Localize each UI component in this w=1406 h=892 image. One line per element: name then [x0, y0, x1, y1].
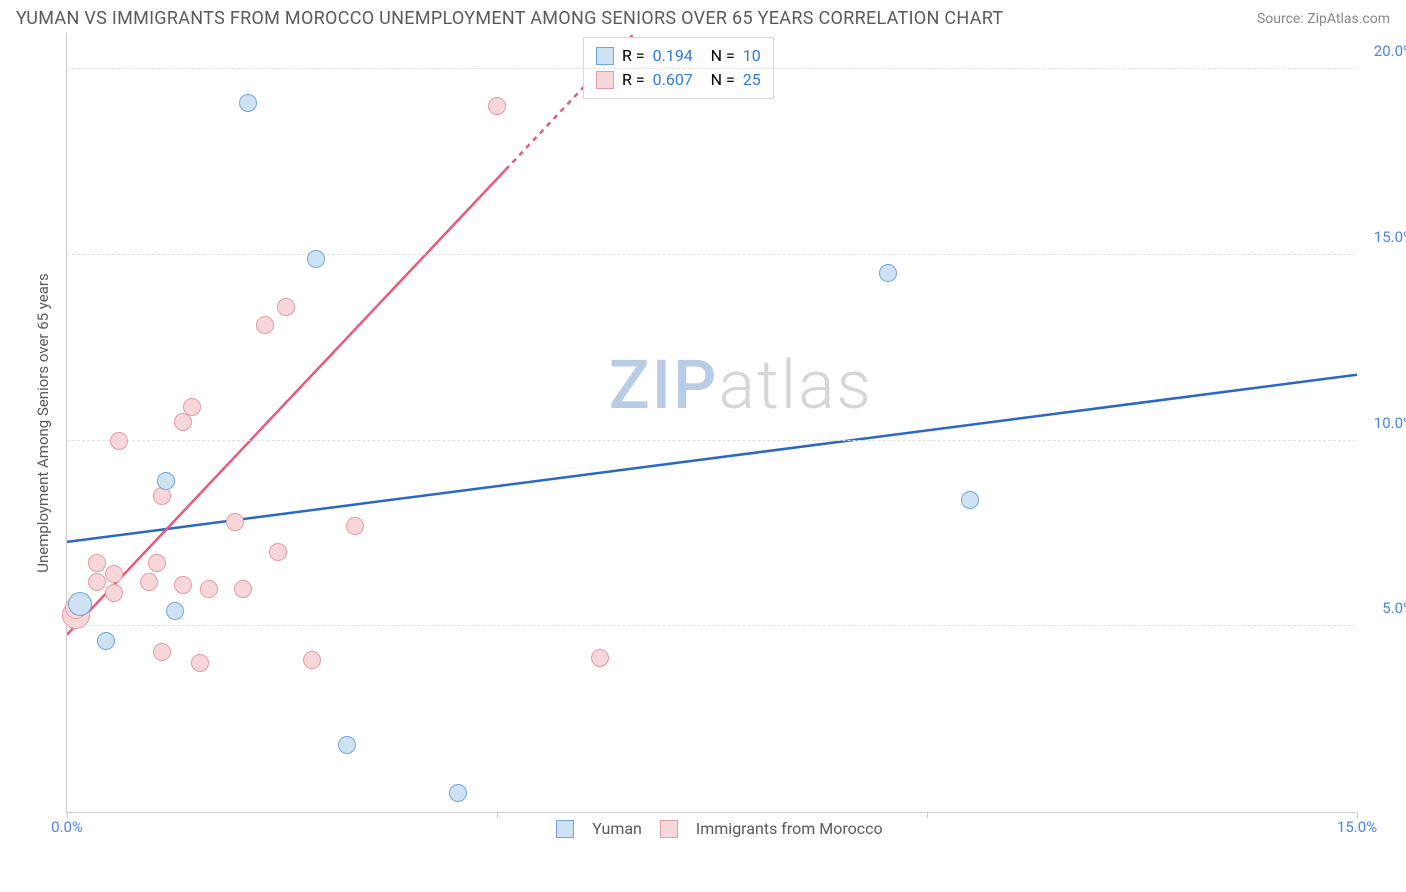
watermark: ZIPatlas	[609, 345, 873, 425]
data-point	[105, 584, 123, 602]
data-point	[488, 97, 506, 115]
data-point	[269, 543, 287, 561]
legend-r-label: R =	[622, 68, 645, 92]
x-tick	[927, 812, 928, 818]
data-point	[346, 517, 364, 535]
watermark-bold: ZIP	[609, 345, 719, 425]
y-tick-label: 20.0%	[1374, 42, 1406, 60]
data-point	[239, 94, 257, 112]
legend-series-label: Immigrants from Morocco	[696, 819, 883, 838]
data-point	[307, 250, 325, 268]
data-point	[303, 651, 321, 669]
data-point	[879, 264, 897, 282]
chart-title: YUMAN VS IMMIGRANTS FROM MOROCCO UNEMPLO…	[16, 8, 1003, 29]
legend-series-label: Yuman	[592, 819, 642, 838]
source-label: Source: ZipAtlas.com	[1257, 11, 1390, 27]
data-point	[157, 472, 175, 490]
legend-n-label: N =	[711, 68, 735, 92]
legend-n-value: 25	[743, 68, 761, 92]
data-point	[449, 784, 467, 802]
x-tick	[497, 812, 498, 818]
data-point	[166, 602, 184, 620]
legend-n-value: 10	[743, 44, 761, 68]
gridline	[67, 440, 1356, 441]
data-point	[68, 592, 92, 616]
data-point	[105, 565, 123, 583]
legend-swatch-icon	[596, 71, 614, 89]
data-point	[183, 398, 201, 416]
data-point	[591, 649, 609, 667]
data-point	[226, 513, 244, 531]
data-point	[140, 573, 158, 591]
y-tick-label: 15.0%	[1374, 228, 1406, 246]
data-point	[88, 554, 106, 572]
watermark-light: atlas	[718, 345, 873, 425]
legend-swatch-icon	[556, 820, 574, 838]
data-point	[277, 298, 295, 316]
legend-r-value: 0.194	[653, 44, 703, 68]
legend-stats-row: R = 0.607 N = 25	[596, 68, 761, 92]
data-point	[174, 576, 192, 594]
x-tick-label: 0.0%	[51, 818, 83, 836]
legend-stats-row: R = 0.194 N = 10	[596, 44, 761, 68]
data-point	[200, 580, 218, 598]
data-point	[153, 643, 171, 661]
gridline	[67, 68, 1356, 69]
data-point	[256, 316, 274, 334]
chart-area: Unemployment Among Seniors over 65 years…	[16, 33, 1406, 853]
legend-r-value: 0.607	[653, 68, 703, 92]
trend-lines	[67, 33, 1357, 813]
gridline	[67, 625, 1356, 626]
data-point	[338, 736, 356, 754]
trend-line	[67, 375, 1357, 542]
legend-n-label: N =	[711, 44, 735, 68]
y-axis-label: Unemployment Among Seniors over 65 years	[34, 273, 52, 572]
plot-area: ZIPatlas R = 0.194 N = 10 R = 0.607 N = …	[66, 33, 1356, 813]
y-tick-label: 5.0%	[1382, 599, 1406, 617]
data-point	[97, 632, 115, 650]
y-tick-label: 10.0%	[1374, 414, 1406, 432]
legend-swatch-icon	[660, 820, 678, 838]
header: YUMAN VS IMMIGRANTS FROM MOROCCO UNEMPLO…	[0, 0, 1406, 33]
data-point	[110, 432, 128, 450]
data-point	[191, 654, 209, 672]
legend-r-label: R =	[622, 44, 645, 68]
trend-line	[67, 170, 506, 635]
x-tick-label: 15.0%	[1337, 818, 1377, 836]
legend-series: Yuman Immigrants from Morocco	[556, 819, 882, 838]
data-point	[961, 491, 979, 509]
gridline	[67, 254, 1356, 255]
data-point	[88, 573, 106, 591]
data-point	[234, 580, 252, 598]
data-point	[148, 554, 166, 572]
legend-swatch-icon	[596, 47, 614, 65]
